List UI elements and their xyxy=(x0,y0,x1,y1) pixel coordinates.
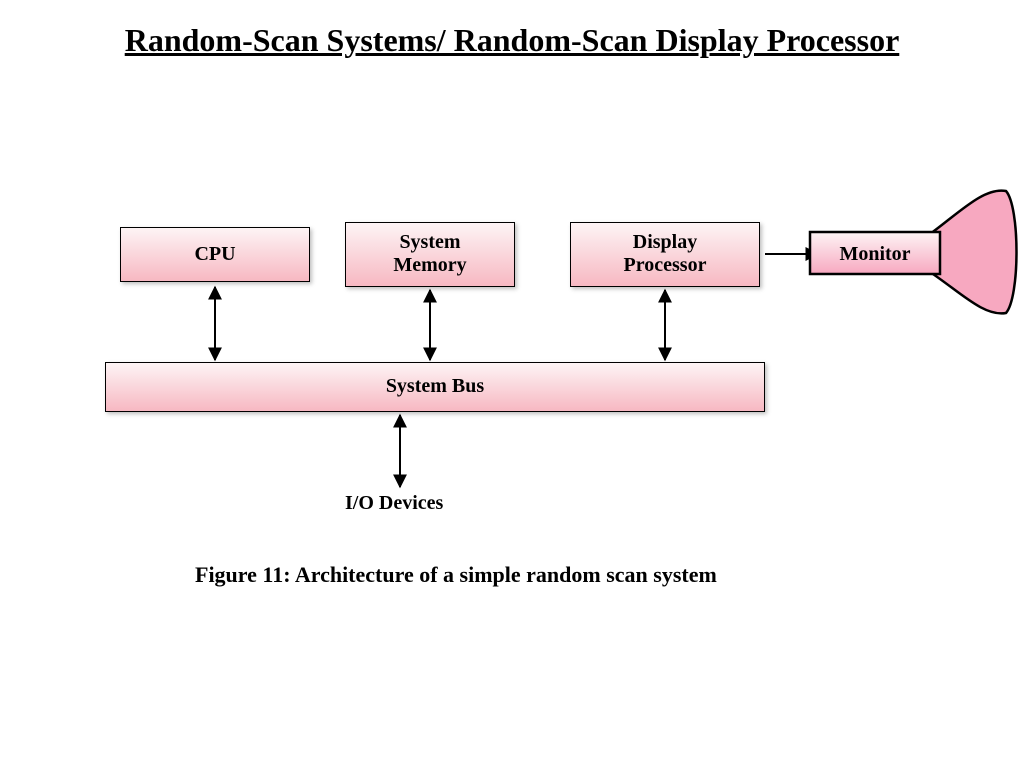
io-devices-text: I/O Devices xyxy=(345,492,443,514)
node-monitor-label: Monitor xyxy=(839,243,910,265)
figure-caption: Figure 11: Architecture of a simple rand… xyxy=(195,562,717,588)
node-system-memory: SystemMemory xyxy=(345,222,515,287)
caption-text: Figure 11: Architecture of a simple rand… xyxy=(195,562,717,587)
node-bus-label: System Bus xyxy=(386,375,484,398)
architecture-diagram: CPU SystemMemory DisplayProcessor System… xyxy=(0,62,1024,562)
io-devices-label: I/O Devices xyxy=(345,492,443,515)
node-cpu: CPU xyxy=(120,227,310,282)
node-display-label: DisplayProcessor xyxy=(624,231,707,277)
page-title: Random-Scan Systems/ Random-Scan Display… xyxy=(0,0,1024,62)
title-text: Random-Scan Systems/ Random-Scan Display… xyxy=(125,22,900,58)
node-display-processor: DisplayProcessor xyxy=(570,222,760,287)
node-memory-label: SystemMemory xyxy=(393,231,466,277)
diagram-svg: Monitor xyxy=(0,62,1024,562)
node-cpu-label: CPU xyxy=(194,243,235,266)
node-system-bus: System Bus xyxy=(105,362,765,412)
